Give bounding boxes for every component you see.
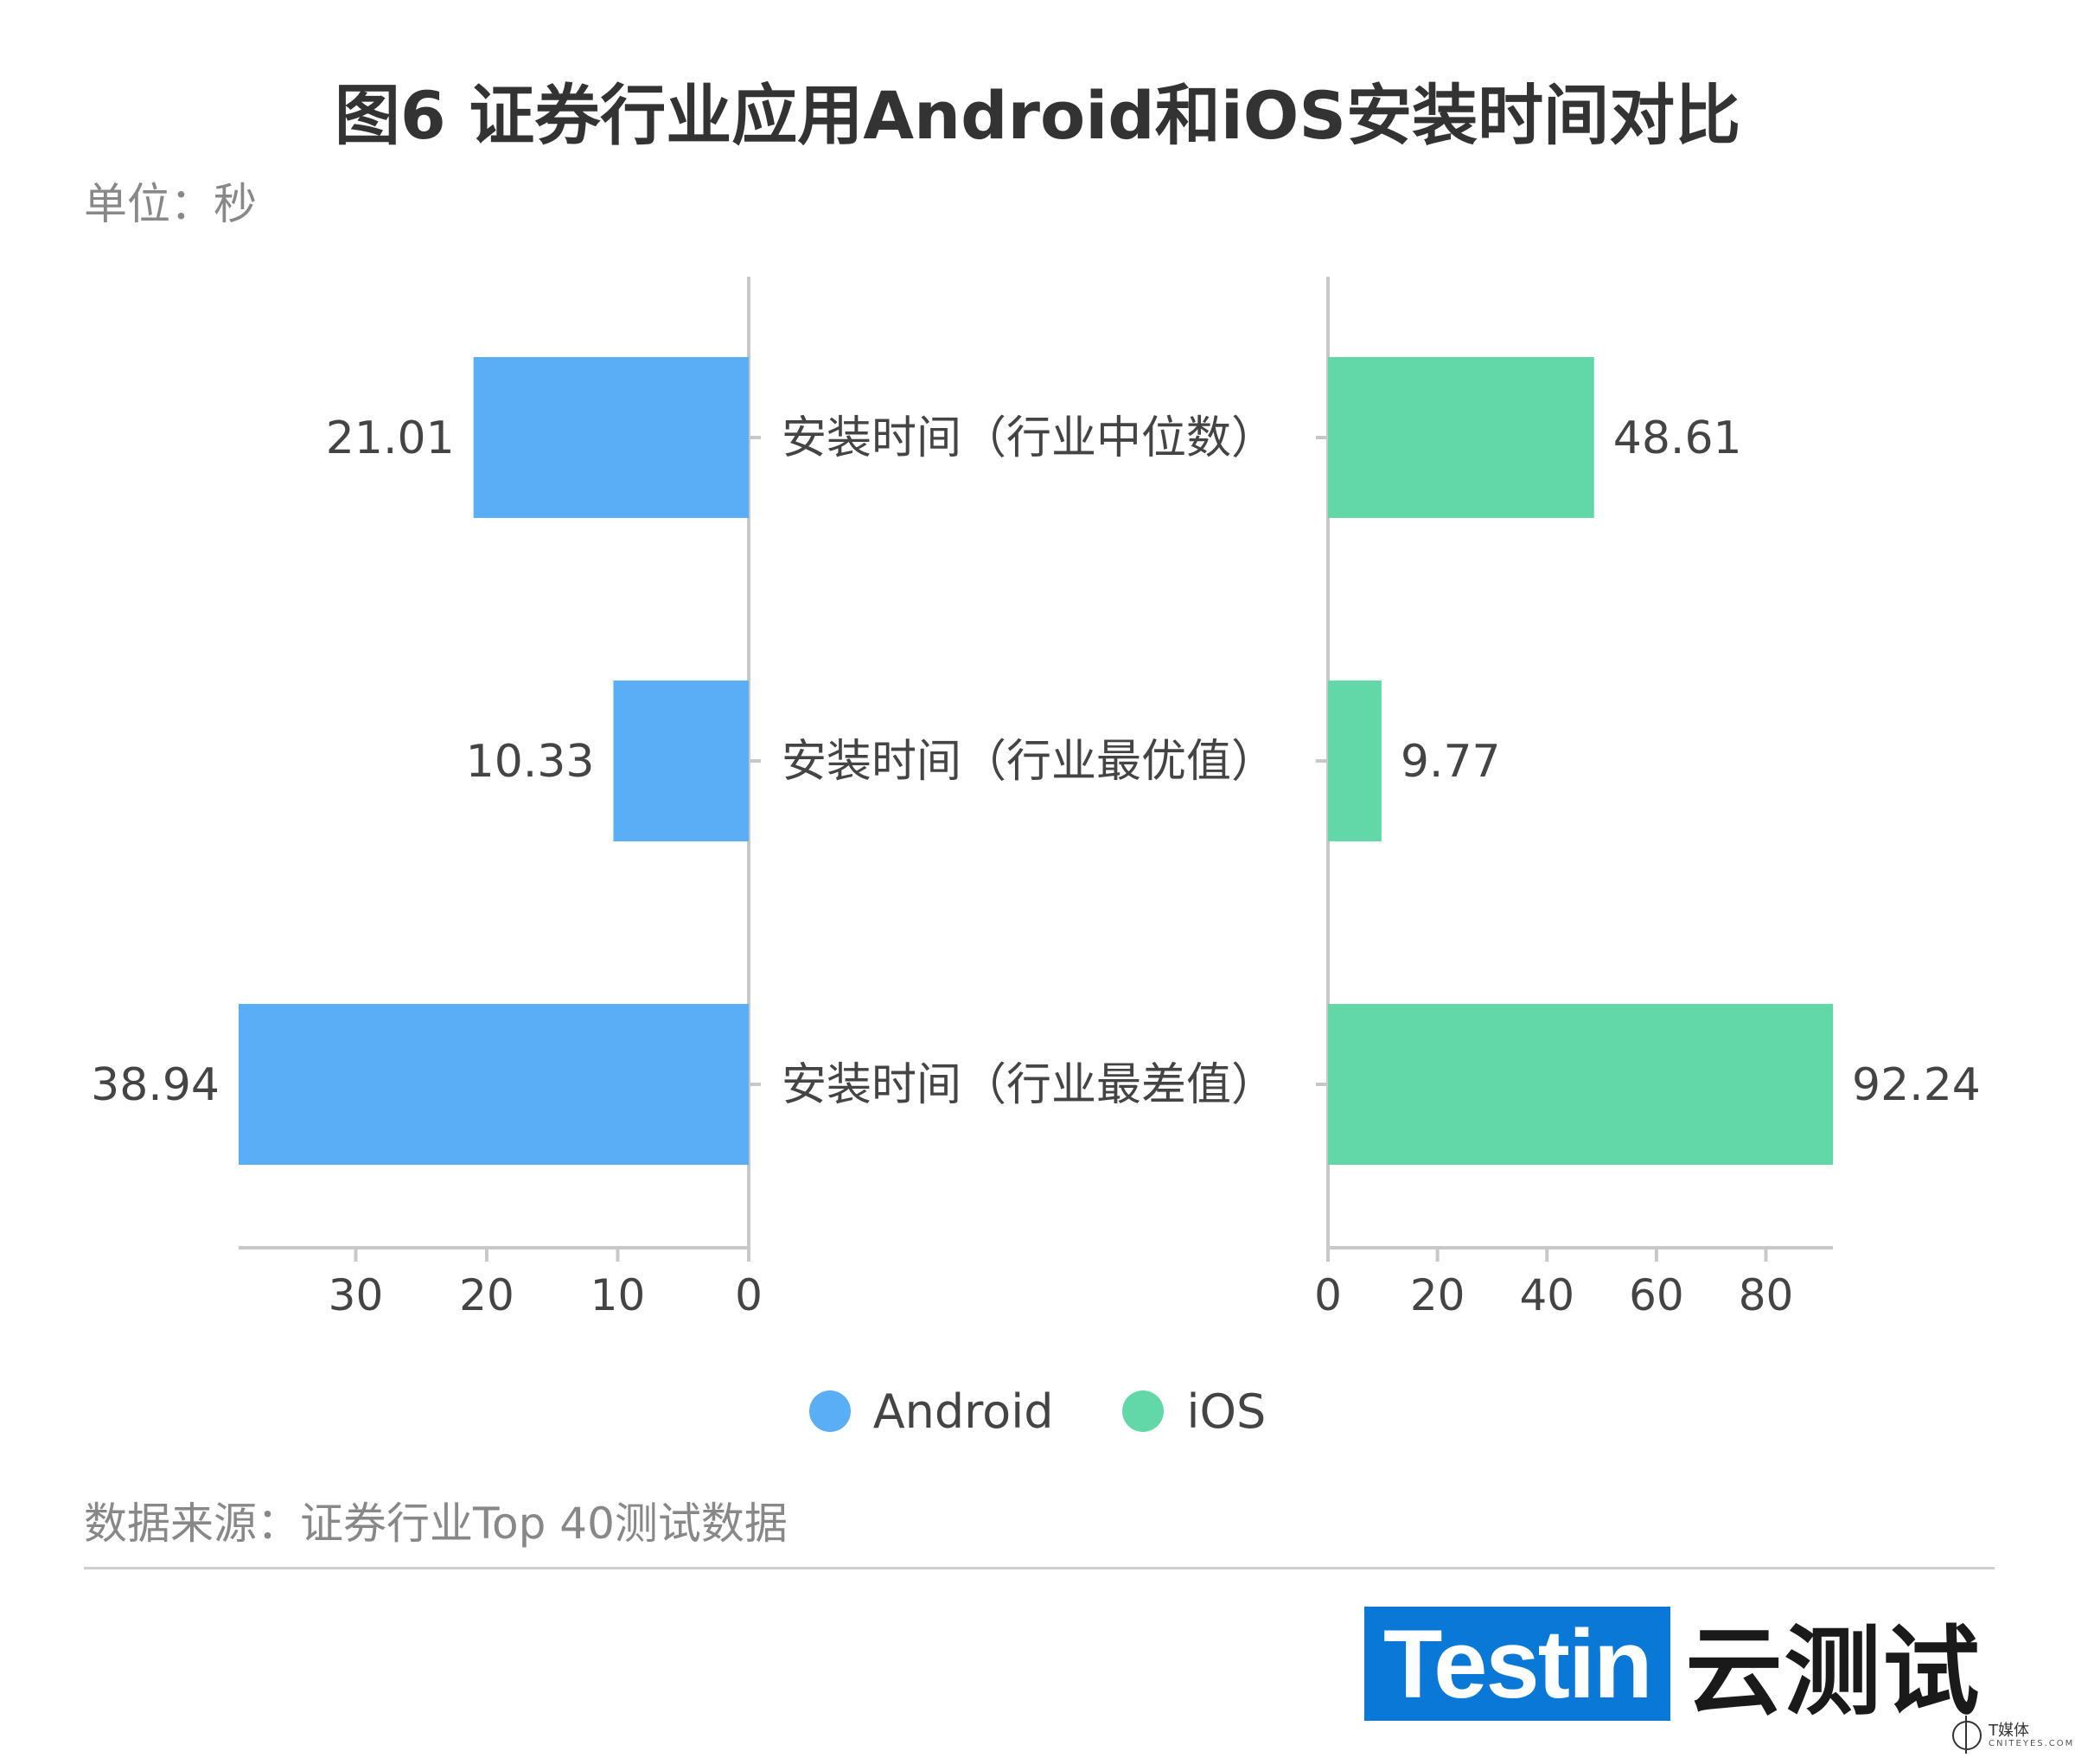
left-tick-label: 30 bbox=[329, 1270, 384, 1320]
right-tick-label: 0 bbox=[1314, 1270, 1342, 1320]
category-label: 安装时间（行业最优值） bbox=[782, 736, 1276, 788]
testin-logo-cn: 云测试 bbox=[1685, 1616, 1982, 1729]
android-bar bbox=[239, 1004, 749, 1165]
watermark-sub: CNITEYES.COM bbox=[1989, 1738, 2075, 1748]
category-label: 安装时间（行业中位数） bbox=[782, 412, 1276, 464]
ios-value-label: 9.77 bbox=[1401, 736, 1501, 788]
legend-swatch-ios bbox=[1122, 1390, 1165, 1432]
left-tick-label: 20 bbox=[459, 1270, 514, 1320]
testin-logo-box: Testin bbox=[1364, 1607, 1670, 1721]
right-tick-label: 20 bbox=[1410, 1270, 1465, 1320]
ios-bar bbox=[1328, 1004, 1833, 1165]
ios-value-label: 48.61 bbox=[1613, 412, 1742, 464]
testin-logo: Testin 云测试 bbox=[1364, 1607, 1982, 1729]
legend-label-android: Android bbox=[872, 1384, 1054, 1439]
android-value-label: 10.33 bbox=[466, 736, 595, 788]
category-label: 安装时间（行业最差值） bbox=[782, 1059, 1276, 1111]
ios-bar bbox=[1328, 357, 1594, 518]
ios-bar bbox=[1328, 681, 1382, 841]
right-tick-label: 80 bbox=[1739, 1270, 1794, 1320]
right-tick-label: 40 bbox=[1519, 1270, 1574, 1320]
butterfly-bar-chart: 30 20 10 0 0 20 40 60 80 安装时间（行业中位数） 21.01 48.61 安装时… bbox=[91, 277, 1981, 1320]
android-value-label: 38.94 bbox=[91, 1059, 220, 1111]
unit-label: 单位：秒 bbox=[84, 179, 257, 229]
right-tick-label: 60 bbox=[1629, 1270, 1684, 1320]
chart-title: 图6 证券行业应用Android和iOS安装时间对比 bbox=[334, 77, 1741, 154]
left-tick-label: 0 bbox=[735, 1270, 763, 1320]
android-value-label: 21.01 bbox=[326, 412, 455, 464]
legend-item-ios[interactable]: iOS bbox=[1122, 1384, 1266, 1439]
legend-label-ios: iOS bbox=[1186, 1384, 1267, 1439]
legend-item-android[interactable]: Android bbox=[808, 1384, 1054, 1439]
source-note: 数据来源：证券行业Top 40测试数据 bbox=[84, 1499, 788, 1549]
android-bar bbox=[613, 681, 749, 841]
footer-divider bbox=[84, 1567, 1995, 1569]
chart-legend: Android iOS bbox=[0, 1377, 2075, 1446]
watermark-text: T媒体 bbox=[1989, 1721, 2029, 1740]
left-tick-label: 10 bbox=[591, 1270, 646, 1320]
android-bar bbox=[473, 357, 749, 518]
legend-swatch-android bbox=[808, 1390, 851, 1432]
watermark: T媒体 CNITEYES.COM bbox=[1952, 1716, 2075, 1754]
watermark-icon bbox=[1952, 1716, 1982, 1754]
ios-value-label: 92.24 bbox=[1852, 1059, 1981, 1111]
